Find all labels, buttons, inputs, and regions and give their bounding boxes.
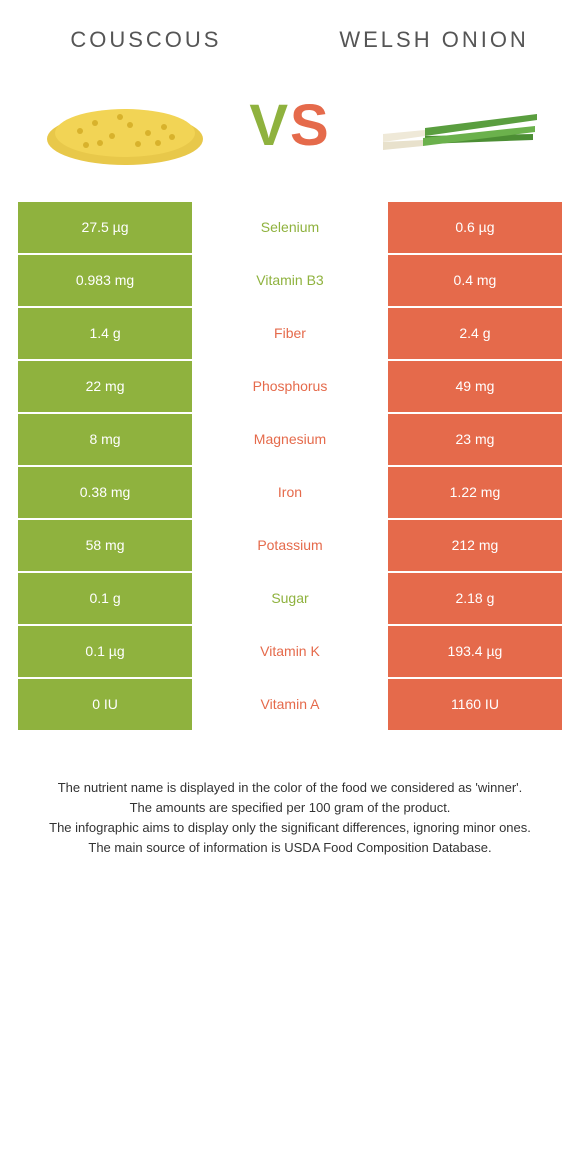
left-value: 22 mg: [18, 361, 192, 412]
left-value: 0 IU: [18, 679, 192, 730]
table-row: 58 mgPotassium212 mg: [18, 520, 562, 573]
right-food-title: WELSH ONION: [316, 26, 552, 54]
footer-line: The amounts are specified per 100 gram o…: [26, 798, 554, 818]
footer-notes: The nutrient name is displayed in the co…: [18, 778, 562, 889]
footer-line: The nutrient name is displayed in the co…: [26, 778, 554, 798]
nutrient-label: Magnesium: [192, 414, 388, 465]
welsh-onion-icon: [365, 86, 545, 166]
table-row: 0 IUVitamin A1160 IU: [18, 679, 562, 732]
right-value: 2.4 g: [388, 308, 562, 359]
table-row: 0.1 gSugar2.18 g: [18, 573, 562, 626]
right-value: 212 mg: [388, 520, 562, 571]
footer-line: The infographic aims to display only the…: [26, 818, 554, 838]
right-value: 2.18 g: [388, 573, 562, 624]
right-value: 49 mg: [388, 361, 562, 412]
couscous-icon: [40, 81, 210, 171]
images-row: VS: [18, 66, 562, 196]
left-value: 0.983 mg: [18, 255, 192, 306]
vs-label: VS: [249, 92, 330, 159]
nutrient-label: Iron: [192, 467, 388, 518]
nutrient-label: Vitamin A: [192, 679, 388, 730]
comparison-table: 27.5 µgSelenium0.6 µg0.983 mgVitamin B30…: [18, 202, 562, 732]
vs-v: V: [249, 93, 290, 158]
table-row: 1.4 gFiber2.4 g: [18, 308, 562, 361]
table-row: 0.1 µgVitamin K193.4 µg: [18, 626, 562, 679]
left-food-image: [24, 78, 226, 174]
nutrient-label: Vitamin K: [192, 626, 388, 677]
vs-s: S: [290, 93, 331, 158]
left-value: 8 mg: [18, 414, 192, 465]
right-value: 0.6 µg: [388, 202, 562, 253]
left-value: 0.1 µg: [18, 626, 192, 677]
nutrient-label: Vitamin B3: [192, 255, 388, 306]
table-row: 0.38 mgIron1.22 mg: [18, 467, 562, 520]
nutrient-label: Potassium: [192, 520, 388, 571]
table-row: 22 mgPhosphorus49 mg: [18, 361, 562, 414]
left-food-title: COUSCOUS: [28, 26, 264, 54]
right-value: 1.22 mg: [388, 467, 562, 518]
right-value: 193.4 µg: [388, 626, 562, 677]
table-row: 8 mgMagnesium23 mg: [18, 414, 562, 467]
nutrient-label: Sugar: [192, 573, 388, 624]
left-value: 0.1 g: [18, 573, 192, 624]
left-value: 27.5 µg: [18, 202, 192, 253]
nutrient-label: Phosphorus: [192, 361, 388, 412]
right-value: 0.4 mg: [388, 255, 562, 306]
footer-line: The main source of information is USDA F…: [26, 838, 554, 858]
right-value: 1160 IU: [388, 679, 562, 730]
nutrient-label: Fiber: [192, 308, 388, 359]
table-row: 0.983 mgVitamin B30.4 mg: [18, 255, 562, 308]
nutrient-label: Selenium: [192, 202, 388, 253]
right-value: 23 mg: [388, 414, 562, 465]
table-row: 27.5 µgSelenium0.6 µg: [18, 202, 562, 255]
left-value: 58 mg: [18, 520, 192, 571]
left-value: 1.4 g: [18, 308, 192, 359]
right-food-image: [354, 78, 556, 174]
left-value: 0.38 mg: [18, 467, 192, 518]
titles-row: COUSCOUS WELSH ONION: [18, 0, 562, 66]
